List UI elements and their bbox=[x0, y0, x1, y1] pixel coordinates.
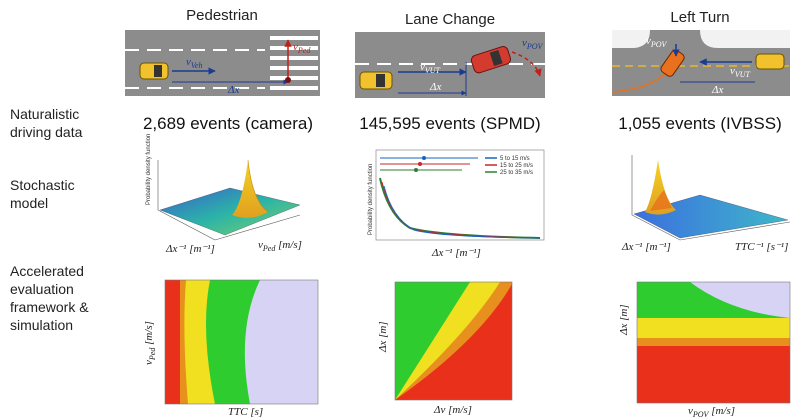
legend-label: 25 to 35 m/s bbox=[500, 170, 533, 176]
column-title: Pedestrian bbox=[186, 7, 258, 24]
label-part: [m/s] bbox=[143, 321, 155, 348]
evaluation-plot bbox=[165, 280, 318, 404]
row-label: Accelerated bbox=[10, 263, 84, 279]
scene-label: Δx bbox=[429, 81, 441, 93]
axis-label: TTC⁻¹ [s⁻¹] bbox=[735, 241, 788, 253]
scene-label: Δx bbox=[711, 84, 723, 96]
legend-label: 15 to 25 m/s bbox=[500, 163, 533, 169]
axis-label: Δx⁻¹ [m⁻¹] bbox=[165, 243, 215, 255]
axis-label: Δv [m/s] bbox=[433, 404, 472, 416]
label-part: POV bbox=[526, 42, 544, 51]
label-part: Ped bbox=[262, 244, 276, 253]
figure: Pedestrian Lane Change Left Turn Natural… bbox=[0, 0, 806, 420]
label-part: Ped bbox=[148, 347, 157, 361]
row-label: evaluation bbox=[10, 281, 74, 297]
axis-label: Δx⁻¹ [m⁻¹] bbox=[431, 247, 481, 259]
axis-label: vPOV [m/s] bbox=[688, 405, 735, 419]
label-part: [m/s] bbox=[708, 405, 735, 417]
event-count: 145,595 events (SPMD) bbox=[359, 114, 540, 133]
axis-label: TTC [s] bbox=[228, 406, 263, 418]
label-part: POV bbox=[650, 40, 668, 49]
axis-label: vPed [m/s] bbox=[143, 321, 157, 365]
legend-label: 5 to 15 m/s bbox=[500, 156, 530, 162]
model-plot bbox=[632, 155, 790, 240]
axis-label: Δx⁻¹ [m⁻¹] bbox=[621, 241, 671, 253]
scene-label: Δx bbox=[227, 84, 239, 96]
row-label: model bbox=[10, 195, 48, 211]
event-count: 2,689 events (camera) bbox=[143, 114, 313, 133]
axis-label: Probability density function bbox=[146, 134, 152, 205]
column-title: Left Turn bbox=[670, 9, 729, 26]
label-part: Veh bbox=[191, 61, 203, 70]
column-title: Lane Change bbox=[405, 11, 495, 28]
row-label: framework & bbox=[10, 299, 89, 315]
row-label: Stochastic bbox=[10, 177, 75, 193]
axis-label: Probability density function bbox=[368, 164, 374, 235]
model-plot bbox=[158, 160, 300, 240]
label-part: VUT bbox=[735, 70, 751, 79]
axis-label: Δx [m] bbox=[618, 304, 630, 336]
axis-label: vPed [m/s] bbox=[258, 239, 302, 253]
axis-label: Δx [m] bbox=[377, 321, 389, 353]
label-part: VUT bbox=[425, 66, 441, 75]
scene-pedestrian bbox=[125, 30, 320, 96]
row-label: simulation bbox=[10, 317, 73, 333]
row-label: driving data bbox=[10, 124, 83, 140]
scene-lane-change bbox=[355, 32, 545, 98]
evaluation-plot bbox=[637, 282, 790, 403]
label-part: POV bbox=[692, 410, 710, 419]
label-part: [m/s] bbox=[275, 239, 302, 251]
label-part: Ped bbox=[297, 46, 311, 55]
event-count: 1,055 events (IVBSS) bbox=[618, 114, 781, 133]
evaluation-plot bbox=[395, 282, 512, 400]
row-label: Naturalistic bbox=[10, 106, 79, 122]
scene-left-turn bbox=[612, 30, 790, 96]
